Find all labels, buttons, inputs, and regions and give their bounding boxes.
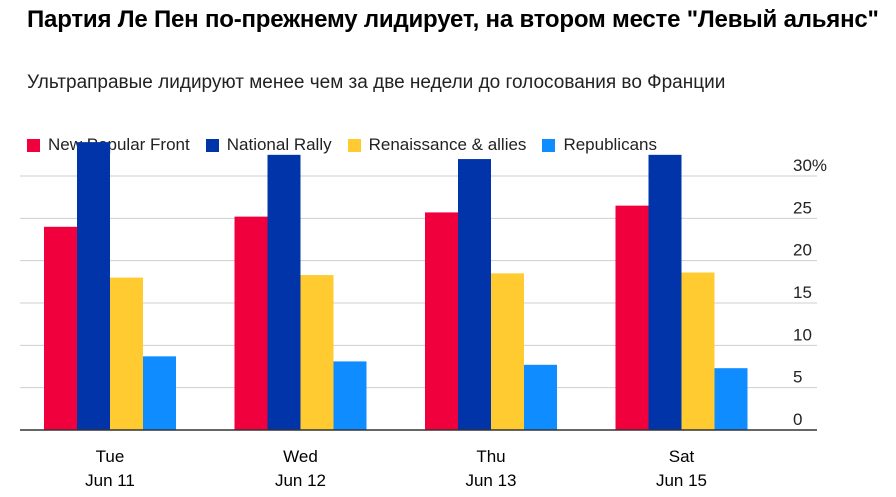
- bar: [44, 226, 77, 430]
- bar: [267, 154, 301, 431]
- bar: [615, 205, 649, 430]
- y-tick-label: 30%: [793, 156, 827, 175]
- x-tick-label: Jun 13: [465, 471, 516, 490]
- x-tick-label: Jun 12: [275, 471, 326, 490]
- legend-swatch: [205, 138, 219, 152]
- legend-swatch: [542, 138, 556, 152]
- bar: [300, 275, 334, 430]
- bar: [681, 272, 715, 430]
- bar: [425, 212, 458, 430]
- y-tick-label: 5: [793, 368, 802, 387]
- bar: [333, 361, 367, 430]
- legend-item-national-rally: National Rally: [205, 135, 332, 155]
- bar: [524, 364, 557, 430]
- x-tick-label: Sat: [669, 447, 695, 466]
- y-tick-label: 20: [793, 241, 812, 260]
- bar: [458, 159, 491, 431]
- bar: [234, 216, 268, 430]
- x-tick-label: Jun 11: [85, 471, 135, 490]
- y-tick-label: 10: [793, 325, 812, 344]
- legend: New Popular Front National Rally Renaiss…: [27, 134, 673, 156]
- legend-item-republicans: Republicans: [542, 135, 657, 155]
- legend-item-renaissance-allies: Renaissance & allies: [347, 135, 527, 155]
- y-tick-label: 15: [793, 283, 812, 302]
- bar: [143, 356, 176, 430]
- legend-label: Renaissance & allies: [368, 135, 527, 154]
- y-tick-label: 25: [793, 198, 812, 217]
- legend-swatch: [347, 138, 361, 152]
- bar: [110, 277, 143, 430]
- y-tick-label: 0: [793, 410, 802, 429]
- chart-title: Партия Ле Пен по-прежнему лидирует, на в…: [27, 6, 879, 33]
- chart-subtitle: Ультраправые лидируют менее чем за две н…: [27, 72, 726, 93]
- x-tick-label: Thu: [476, 447, 505, 466]
- legend-label: National Rally: [226, 135, 332, 154]
- bar: [77, 142, 110, 430]
- x-tick-label: Jun 15: [656, 471, 707, 490]
- x-tick-label: Wed: [283, 447, 318, 466]
- x-tick-label: Tue: [96, 447, 125, 466]
- bar: [648, 154, 682, 431]
- legend-label: Republicans: [563, 135, 657, 154]
- legend-swatch: [27, 138, 40, 152]
- bar: [714, 368, 748, 430]
- bar: [491, 273, 524, 430]
